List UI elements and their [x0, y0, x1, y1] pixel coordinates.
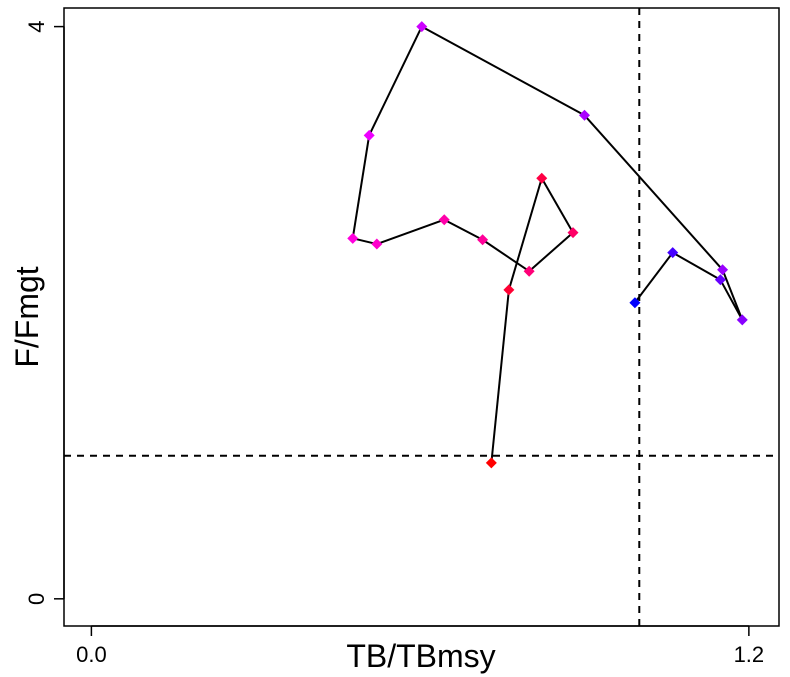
- data-point: [371, 238, 383, 250]
- trajectory-segment: [482, 238, 530, 273]
- data-point: [485, 457, 497, 469]
- data-point: [416, 21, 428, 33]
- trajectory-segment: [507, 177, 543, 291]
- data-point: [503, 284, 515, 296]
- data-point: [347, 232, 359, 244]
- reference-lines: [64, 8, 779, 626]
- data-point: [536, 172, 548, 184]
- trajectory-segment: [490, 289, 510, 464]
- trajectory-points: [347, 21, 748, 469]
- data-point: [629, 297, 641, 309]
- data-point: [477, 234, 489, 246]
- trajectory-segment: [368, 26, 423, 136]
- x-axis-label: TB/TBmsy: [346, 638, 495, 674]
- data-point: [567, 227, 579, 239]
- data-point: [363, 129, 375, 141]
- trajectory-segment: [719, 279, 744, 321]
- trajectory-segment: [351, 135, 371, 239]
- x-axis: 0.0 1.2: [76, 625, 765, 667]
- trajectory-segment: [583, 114, 724, 271]
- data-point: [717, 264, 729, 276]
- data-point: [736, 314, 748, 326]
- trajectory-segment: [528, 231, 574, 272]
- x-tick-label: 0.0: [76, 642, 107, 667]
- trajectory-segment: [421, 25, 585, 117]
- trajectory-lines: [351, 25, 744, 464]
- trajectory-segment: [721, 269, 744, 321]
- trajectory-segment: [376, 218, 445, 245]
- trajectory-segment: [443, 218, 484, 241]
- y-tick-label: 4: [24, 20, 49, 32]
- y-axis-label: F/Fmgt: [9, 266, 45, 367]
- data-point: [714, 274, 726, 286]
- data-point: [438, 214, 450, 226]
- data-point: [667, 247, 679, 259]
- trajectory-segment: [634, 252, 674, 304]
- data-point: [523, 265, 535, 277]
- data-point: [578, 109, 590, 121]
- trajectory-segment: [672, 251, 721, 281]
- y-axis: 04: [24, 20, 65, 605]
- x-tick-label: 1.2: [734, 642, 765, 667]
- plot-frame: [63, 7, 780, 627]
- y-tick-label: 0: [24, 593, 49, 605]
- trajectory-segment: [540, 177, 574, 234]
